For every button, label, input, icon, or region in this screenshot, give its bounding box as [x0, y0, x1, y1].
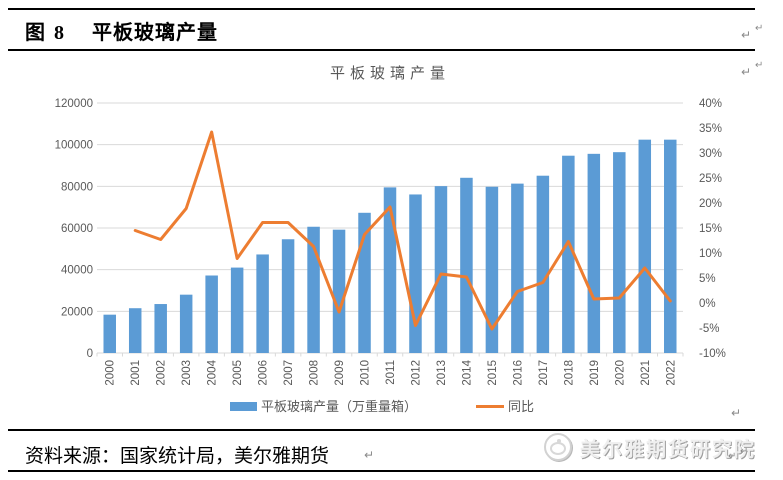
- left-axis-tick-label: 0: [87, 348, 93, 360]
- left-axis-tick-label: 60000: [61, 223, 93, 235]
- bar-2014: [460, 177, 473, 353]
- paragraph-mark-icon: ↵: [741, 65, 752, 79]
- logo-blob: [550, 442, 566, 455]
- paragraph-mark-icon: ↵: [755, 60, 764, 71]
- bar-2015: [485, 186, 499, 353]
- bar-2005: [230, 267, 244, 353]
- x-axis-tick-label: 2021: [640, 360, 652, 386]
- right-axis-tick-label: 35%: [699, 123, 722, 135]
- bar-2012: [409, 194, 422, 353]
- bar-2020: [613, 152, 626, 353]
- x-axis-tick-label: 2001: [130, 360, 142, 386]
- x-axis-tick-label: 2009: [334, 360, 346, 386]
- right-axis-tick-label: 0%: [699, 298, 716, 310]
- x-axis-tick-label: 2003: [181, 360, 193, 386]
- x-axis-tick-label: 2004: [207, 359, 219, 385]
- logo-eye: [557, 439, 561, 443]
- legend-swatch-production: [230, 402, 257, 411]
- bar-2011: [383, 187, 397, 353]
- meiya-logo: 美尔雅期货研究院: [544, 432, 756, 462]
- right-axis-tick-label: 15%: [699, 223, 722, 235]
- bar-2019: [587, 153, 601, 353]
- bar-2018: [562, 155, 575, 353]
- right-axis-tick-label: -5%: [699, 323, 719, 335]
- x-axis-tick-label: 2002: [156, 360, 168, 386]
- bar-2001: [128, 308, 142, 353]
- chart: 0 20000 40000 60000 80000 100000 120000 -10% -5%…: [0, 55, 783, 420]
- left-axis-tick-label: 40000: [61, 265, 93, 277]
- paragraph-mark-icon: ↵: [364, 448, 375, 462]
- x-axis-tick-label: 2005: [232, 360, 244, 386]
- divider: [8, 8, 755, 10]
- x-axis-tick-label: 2017: [538, 360, 550, 386]
- x-axis-tick-label: 2019: [589, 360, 601, 386]
- right-axis-tick-label: 30%: [699, 148, 722, 160]
- x-axis-tick-label: 2015: [487, 360, 499, 386]
- x-axis-tick-label: 2018: [563, 360, 575, 386]
- bar-2009: [332, 229, 346, 353]
- left-axis-tick-label: 120000: [55, 98, 93, 110]
- left-axis-tick-label: 100000: [55, 140, 93, 152]
- bar-2013: [434, 186, 448, 353]
- x-axis-tick-label: 2016: [512, 360, 524, 386]
- left-axis-tick-label: 20000: [61, 306, 93, 318]
- paragraph-mark-icon: ↵: [731, 406, 742, 420]
- bar-2000: [103, 314, 116, 353]
- divider: [8, 470, 755, 472]
- x-axis-tick-label: 2006: [258, 360, 270, 386]
- figure-number: 图 8: [25, 22, 66, 44]
- right-axis-tick-label: -10%: [699, 348, 726, 360]
- figure-title: 平板玻璃产量: [92, 22, 218, 44]
- bar-2021: [638, 139, 652, 353]
- x-axis-tick-label: 2014: [461, 359, 473, 385]
- x-axis-tick-label: 2011: [385, 360, 397, 385]
- x-axis-tick-label: 2020: [614, 360, 626, 386]
- paragraph-mark-icon: ↵: [728, 451, 737, 462]
- right-axis-tick-label: 20%: [699, 198, 722, 210]
- right-axis-tick-label: 10%: [699, 248, 722, 260]
- x-axis-tick-label: 2010: [360, 360, 372, 386]
- divider: [8, 49, 755, 51]
- bar-2016: [511, 183, 524, 353]
- right-axis-tick-label: 40%: [699, 98, 722, 110]
- x-axis-tick-label: 2012: [410, 360, 422, 386]
- right-axis-tick-label: 25%: [699, 173, 722, 185]
- bar-2007: [281, 239, 295, 353]
- x-axis-tick-label: 2007: [283, 360, 295, 386]
- x-axis-tick-label: 2022: [665, 360, 677, 386]
- x-axis-tick-label: 2013: [436, 360, 448, 386]
- divider: [8, 429, 755, 431]
- bar-line-chart: 0 20000 40000 60000 80000 100000 120000 -10% -5%…: [55, 64, 726, 414]
- paragraph-mark-icon: ↵: [741, 28, 752, 42]
- figure-caption: 图 8 平板玻璃产量: [25, 16, 218, 45]
- chart-title: 平板玻璃产量: [330, 64, 450, 82]
- paragraph-mark-icon: ↵: [203, 27, 214, 41]
- bar-2017: [536, 175, 550, 353]
- paragraph-mark-icon: ↵: [740, 446, 749, 457]
- bar-2003: [179, 294, 193, 353]
- source-note: 资料来源：国家统计局，美尔雅期货: [25, 446, 330, 467]
- left-axis-tick-label: 80000: [61, 181, 93, 193]
- legend-label-yoy: 同比: [508, 399, 534, 414]
- meiya-logo-text: 美尔雅期货研究院: [580, 438, 756, 461]
- legend-label-production: 平板玻璃产量（万重量箱）: [261, 399, 417, 414]
- x-axis-tick-label: 2008: [309, 360, 321, 386]
- x-axis-tick-label: 2000: [105, 360, 117, 386]
- bar-2022: [664, 139, 677, 353]
- bar-2006: [256, 254, 269, 353]
- bar-2002: [154, 304, 167, 353]
- right-axis-tick-label: 5%: [699, 273, 716, 285]
- meiya-logo-icon: [544, 433, 572, 461]
- yoy-line: [133, 130, 672, 331]
- paragraph-mark-icon: ↵: [755, 23, 764, 34]
- bar-2004: [205, 275, 218, 353]
